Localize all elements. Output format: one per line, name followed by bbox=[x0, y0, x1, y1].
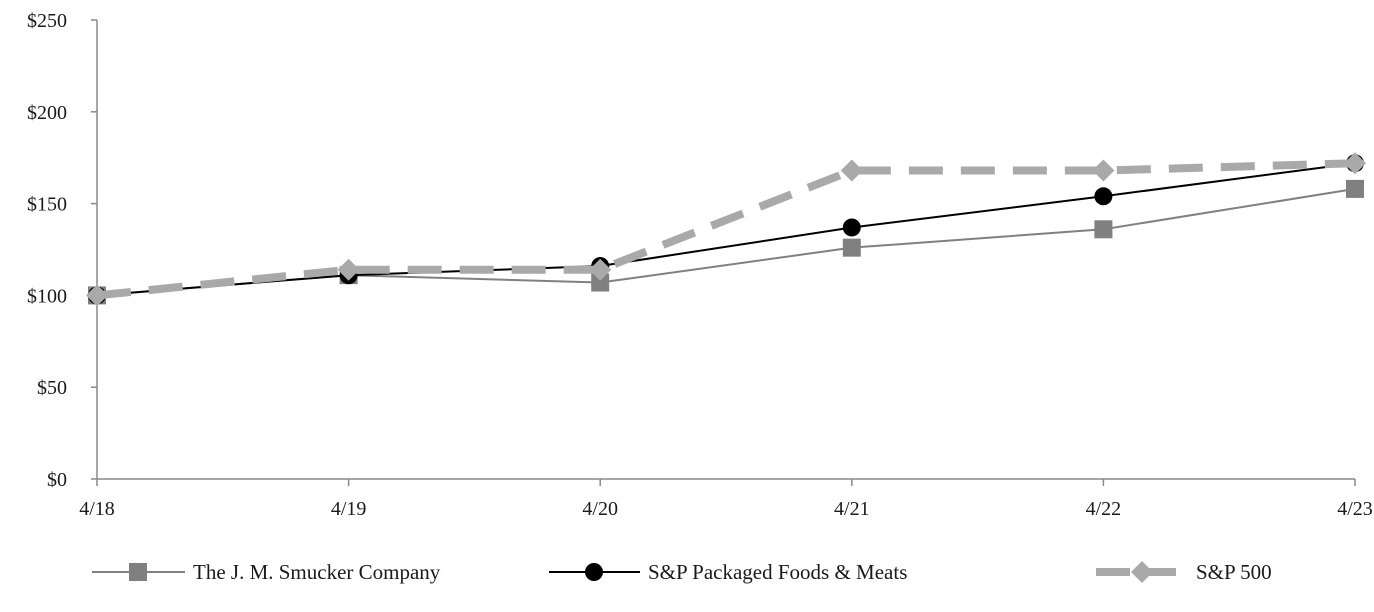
legend-marker bbox=[129, 563, 147, 581]
data-point bbox=[842, 218, 861, 237]
data-point bbox=[589, 258, 612, 281]
x-tick-label: 4/19 bbox=[331, 498, 367, 520]
data-point bbox=[591, 273, 610, 292]
axes: $0 $50 $100 $150 $200 $250 4/18 4/19 4/20 4/21 4/2… bbox=[27, 10, 1373, 520]
data-point bbox=[1346, 179, 1364, 198]
y-tick-label: $200 bbox=[27, 102, 67, 124]
legend-item: S&P 500 bbox=[1096, 560, 1272, 584]
series-layer bbox=[86, 152, 1366, 307]
data-point bbox=[1094, 187, 1113, 206]
y-tick-label: $150 bbox=[27, 194, 67, 216]
y-tick-label: $100 bbox=[27, 285, 67, 307]
legend-item: The J. M. Smucker Company bbox=[92, 560, 441, 584]
series-0 bbox=[88, 179, 1364, 305]
legend-label: The J. M. Smucker Company bbox=[193, 560, 441, 584]
series-line bbox=[96, 162, 1356, 297]
legend-marker bbox=[585, 563, 603, 581]
data-point bbox=[842, 238, 861, 257]
x-tick-label: 4/23 bbox=[1337, 498, 1373, 520]
y-tick-label: $0 bbox=[47, 469, 67, 491]
x-tick-label: 4/18 bbox=[79, 498, 115, 520]
data-point bbox=[1092, 159, 1115, 182]
x-tick-label: 4/22 bbox=[1086, 498, 1122, 520]
series-line bbox=[96, 159, 1356, 300]
data-point bbox=[86, 284, 108, 307]
y-tick-label: $250 bbox=[27, 10, 67, 32]
x-tick-label: 4/21 bbox=[834, 498, 870, 520]
legend-label: S&P Packaged Foods & Meats bbox=[648, 560, 907, 584]
x-tick-label: 4/20 bbox=[582, 498, 618, 520]
legend-label: S&P 500 bbox=[1196, 560, 1272, 584]
series-1 bbox=[88, 154, 1364, 305]
series-2 bbox=[86, 152, 1366, 307]
legend-item: S&P Packaged Foods & Meats bbox=[549, 560, 907, 584]
y-tick-label: $50 bbox=[37, 377, 67, 399]
data-point bbox=[840, 159, 863, 182]
data-point bbox=[1344, 152, 1366, 175]
data-point bbox=[337, 258, 360, 281]
legend: The J. M. Smucker Company S&P Packaged Fo… bbox=[92, 560, 1272, 584]
data-point bbox=[1094, 220, 1113, 239]
legend-marker bbox=[1131, 561, 1153, 583]
